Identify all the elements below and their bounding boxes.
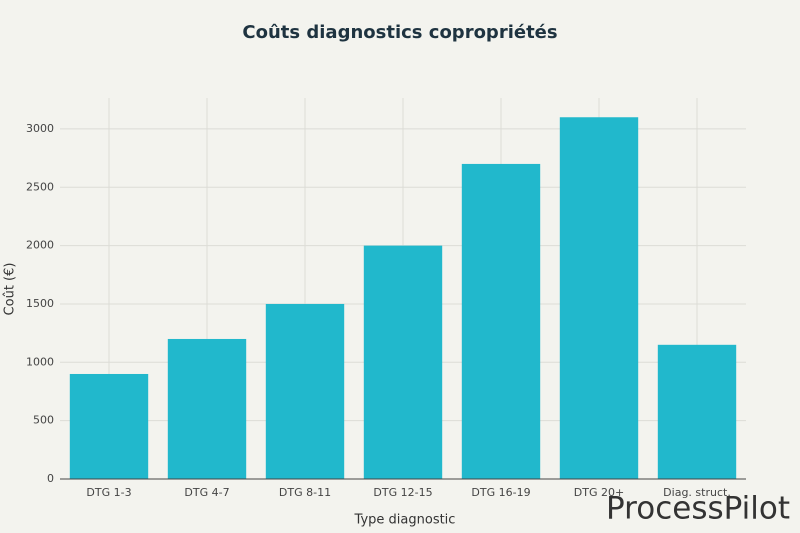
x-axis-title: Type diagnostic (354, 513, 456, 528)
y-axis-title: Coût (€) (3, 263, 18, 316)
y-tick-label: 3000 (26, 122, 54, 135)
y-tick-label: 2000 (26, 239, 54, 252)
x-tick-label: DTG 1-3 (86, 486, 131, 499)
bar (461, 163, 541, 479)
x-tick-label: DTG 4-7 (184, 486, 229, 499)
bar (559, 117, 639, 479)
y-tick-label: 1000 (26, 355, 54, 368)
y-tick-label: 1500 (26, 297, 54, 310)
x-tick-label: DTG 20+ (574, 486, 624, 499)
watermark: ProcessPilot (606, 491, 790, 527)
bar (167, 338, 247, 479)
x-tick-label: DTG 16-19 (471, 486, 530, 499)
x-tick-label: DTG 8-11 (279, 486, 331, 499)
bar (265, 303, 345, 479)
bar (363, 245, 443, 479)
x-tick-label: DTG 12-15 (373, 486, 432, 499)
y-tick-label: 500 (33, 414, 54, 427)
x-tick-label: Diag. struct. (663, 486, 731, 499)
chart-title: Coûts diagnostics copropriétés (242, 22, 557, 43)
bar (657, 344, 737, 479)
y-tick-label: 2500 (26, 180, 54, 193)
y-tick-label: 0 (47, 472, 54, 485)
bar (69, 373, 149, 479)
